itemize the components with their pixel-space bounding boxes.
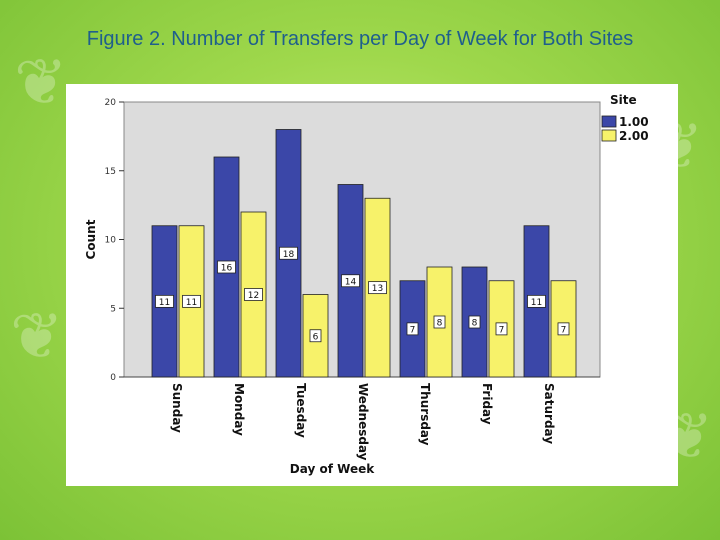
y-axis-label: Count — [84, 219, 98, 259]
y-tick-label: 0 — [110, 373, 116, 383]
data-label: 7 — [499, 325, 505, 335]
data-label: 7 — [410, 325, 416, 335]
data-label-box — [309, 329, 322, 343]
data-label: 11 — [531, 298, 542, 308]
data-label: 7 — [561, 325, 567, 335]
data-label: 12 — [248, 291, 259, 301]
data-label: 18 — [283, 250, 295, 260]
data-label-box — [217, 260, 236, 274]
data-label-box — [182, 294, 201, 308]
legend-swatch — [601, 115, 617, 128]
bar-chart: 0 5 10 15 20 Count Day of Week Sunday Monday Tues… — [84, 93, 649, 476]
legend-label: 2.00 — [619, 129, 649, 143]
x-tick-label: Friday — [480, 383, 494, 425]
x-tick-label: Sunday — [170, 383, 184, 433]
x-tick-label: Saturday — [542, 383, 556, 444]
butterfly-decoration-icon: ❦ — [14, 46, 68, 120]
slide-title: Figure 2. Number of Transfers per Day of… — [86, 28, 634, 50]
legend-label: 1.00 — [619, 115, 649, 129]
butterfly-decoration-icon: ❦ — [10, 300, 64, 374]
y-tick-label: 5 — [110, 304, 116, 314]
data-label-box — [368, 281, 387, 295]
data-label: 16 — [221, 264, 233, 274]
data-label: 8 — [472, 319, 478, 329]
x-tick-label: Tuesday — [294, 383, 308, 438]
data-label-box — [244, 288, 263, 301]
data-label: 11 — [186, 298, 197, 308]
data-label-box — [279, 246, 298, 260]
data-label-box — [155, 294, 174, 308]
data-label-box — [406, 322, 419, 336]
y-tick-label: 15 — [105, 167, 116, 177]
x-axis-label: Day of Week — [290, 462, 375, 476]
data-label-box — [433, 315, 446, 329]
x-tick-label: Monday — [232, 383, 246, 436]
data-label-box — [468, 315, 481, 329]
data-label: 11 — [159, 298, 170, 308]
legend-swatch — [601, 129, 617, 142]
data-label: 8 — [437, 319, 443, 329]
x-tick-label: Wednesday — [356, 383, 370, 461]
data-label: 13 — [372, 284, 383, 294]
data-label-box — [527, 294, 546, 308]
y-tick-label: 20 — [105, 98, 117, 108]
x-tick-label: Thursday — [418, 383, 432, 446]
data-label-box — [495, 322, 508, 336]
data-label-box — [341, 274, 360, 288]
data-label: 6 — [313, 332, 319, 342]
chart-figure: 0 5 10 15 20 Count Day of Week Sunday Monday Tues… — [66, 84, 678, 486]
y-tick-label: 10 — [105, 236, 117, 246]
legend-title: Site — [610, 93, 637, 107]
data-label: 14 — [345, 277, 357, 287]
data-label-box — [557, 322, 570, 336]
